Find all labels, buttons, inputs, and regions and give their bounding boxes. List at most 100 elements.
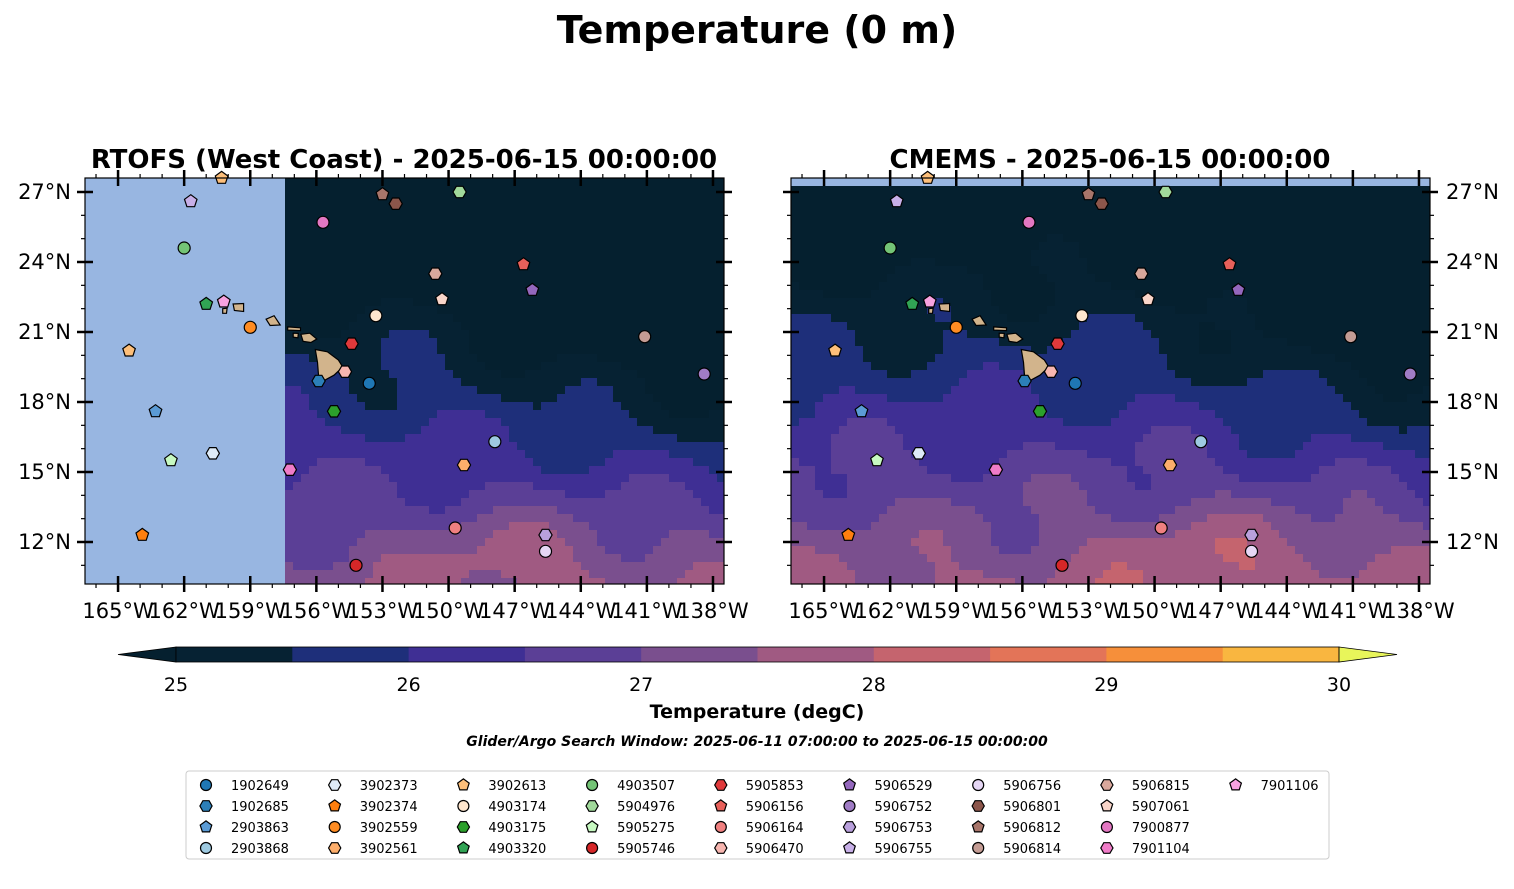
legend-label: 3902559 <box>360 821 418 836</box>
colorbar-segment <box>292 647 410 662</box>
land-cmems <box>928 302 1050 382</box>
legend-marker-5906164 <box>714 820 727 834</box>
float-marker-2903868 <box>488 435 502 449</box>
x-tick-label: 138°W <box>1383 599 1455 623</box>
x-tick-label: 162°W <box>854 599 926 623</box>
float-marker-7900877 <box>1022 215 1036 229</box>
island <box>971 314 988 327</box>
colorbar-segment <box>990 647 1107 662</box>
legend-marker-3902374 <box>328 799 342 812</box>
legend-label: 2903863 <box>231 821 289 836</box>
legend-label: 5906470 <box>746 842 804 857</box>
float-marker-4903507 <box>177 241 191 255</box>
float-marker-2903863 <box>148 403 163 418</box>
float-marker-5906815 <box>1134 267 1149 280</box>
axis-ticks-cmems: 165°W162°W159°W156°W153°W150°W147°W144°W… <box>783 170 1499 623</box>
legend-label: 5906814 <box>1003 842 1061 857</box>
legend-marker-5906752 <box>843 799 856 813</box>
island <box>314 348 344 382</box>
float-marker-7900877 <box>316 215 330 229</box>
legend-marker-4903175 <box>456 821 471 833</box>
colorbar-tick-label: 27 <box>629 674 653 696</box>
x-tick-label: 159°W <box>215 599 287 623</box>
colorbar-segment <box>176 647 293 662</box>
colorbar-tick-label: 30 <box>1327 674 1351 696</box>
float-marker-4903174 <box>369 309 383 323</box>
float-marker-3902374 <box>841 527 856 541</box>
x-tick-label: 156°W <box>987 599 1059 623</box>
float-marker-5906752 <box>697 367 711 381</box>
legend-label: 5906529 <box>875 779 933 794</box>
legend-marker-5905853 <box>714 779 728 791</box>
panel-title-rtofs: RTOFS (West Coast) - 2025-06-15 00:00:00 <box>91 145 717 175</box>
float-marker-5907061 <box>1140 291 1155 306</box>
legend-label: 1902685 <box>231 800 289 815</box>
legend-label: 5906801 <box>1003 800 1061 815</box>
island <box>287 326 302 332</box>
float-marker-3902559 <box>949 320 963 334</box>
y-tick-label: 15°N <box>18 460 71 484</box>
float-marker-5906755 <box>889 193 904 208</box>
legend-label: 5906752 <box>875 800 933 815</box>
float-marker-3902613 <box>828 343 843 357</box>
map-panel-cmems: CMEMS - 2025-06-15 00:00:00 165°W162°W15… <box>783 145 1499 623</box>
colorbar-segment <box>873 647 991 662</box>
legend-marker-5906156 <box>714 799 728 812</box>
legend-marker-5906756 <box>972 778 985 792</box>
island <box>265 314 282 327</box>
float-marker-5905275 <box>869 452 884 467</box>
colorbar: 25 26 27 28 29 30 <box>117 646 1398 696</box>
legend-label: 5906753 <box>875 821 933 836</box>
legend-label: 5904976 <box>617 800 675 815</box>
float-marker-3902561 <box>1162 458 1178 472</box>
colorbar-segment <box>757 647 875 662</box>
y-tick-label: 15°N <box>1446 460 1499 484</box>
float-marker-5906470 <box>1043 365 1059 378</box>
legend-marker-5906812 <box>971 820 985 833</box>
legend-marker-3902373 <box>327 779 342 791</box>
float-marker-4903320 <box>199 296 214 310</box>
float-marker-4903174 <box>1075 309 1089 323</box>
float-marker-5905746 <box>1055 558 1069 572</box>
x-tick-label: 147°W <box>479 599 551 623</box>
legend-label: 3902373 <box>360 779 418 794</box>
legend-marker-5906753 <box>842 821 857 833</box>
island <box>1006 332 1024 344</box>
float-marker-5906814 <box>638 330 652 344</box>
legend-label: 4903175 <box>488 821 546 836</box>
legend-label: 3902374 <box>360 800 418 815</box>
float-marker-4903320 <box>905 296 920 310</box>
float-marker-5906529 <box>525 282 540 296</box>
float-marker-7901106 <box>922 294 937 308</box>
colorbar-label: Temperature (degC) <box>650 701 865 723</box>
float-marker-5906801 <box>388 197 403 210</box>
float-marker-3902374 <box>135 527 150 541</box>
float-marker-5906812 <box>1081 186 1096 201</box>
y-tick-label: 24°N <box>1446 250 1499 274</box>
map-panel-rtofs: RTOFS (West Coast) - 2025-06-15 00:00:00… <box>18 145 749 623</box>
x-tick-label: 150°W <box>413 599 485 623</box>
float-marker-7901106 <box>216 294 231 308</box>
float-marker-5906164 <box>1154 521 1168 535</box>
legend: 1902649 1902685 2903863 2903868 3902373 39023… <box>185 770 1330 860</box>
island <box>300 332 318 344</box>
legend-marker-2903863 <box>199 820 213 833</box>
float-marker-5904976 <box>1158 185 1173 199</box>
x-tick-label: 162°W <box>148 599 220 623</box>
legend-label: 5905275 <box>617 821 675 836</box>
float-markers-cmems <box>828 170 1417 572</box>
legend-marker-2903868 <box>199 841 213 855</box>
legend-label: 5906756 <box>1003 779 1061 794</box>
float-marker-5906529 <box>1231 282 1246 296</box>
island <box>222 307 228 314</box>
colorbar-under-arrow <box>117 646 177 663</box>
legend-marker-5904976 <box>585 800 599 812</box>
legend-label: 5907061 <box>1132 800 1190 815</box>
float-marker-3902559 <box>243 320 257 334</box>
float-marker-5906756 <box>538 544 553 558</box>
float-marker-5904976 <box>452 185 467 199</box>
legend-label: 5906156 <box>746 800 804 815</box>
y-tick-label: 18°N <box>1446 390 1499 414</box>
land-rtofs <box>222 302 344 382</box>
legend-label: 1902649 <box>231 779 289 794</box>
